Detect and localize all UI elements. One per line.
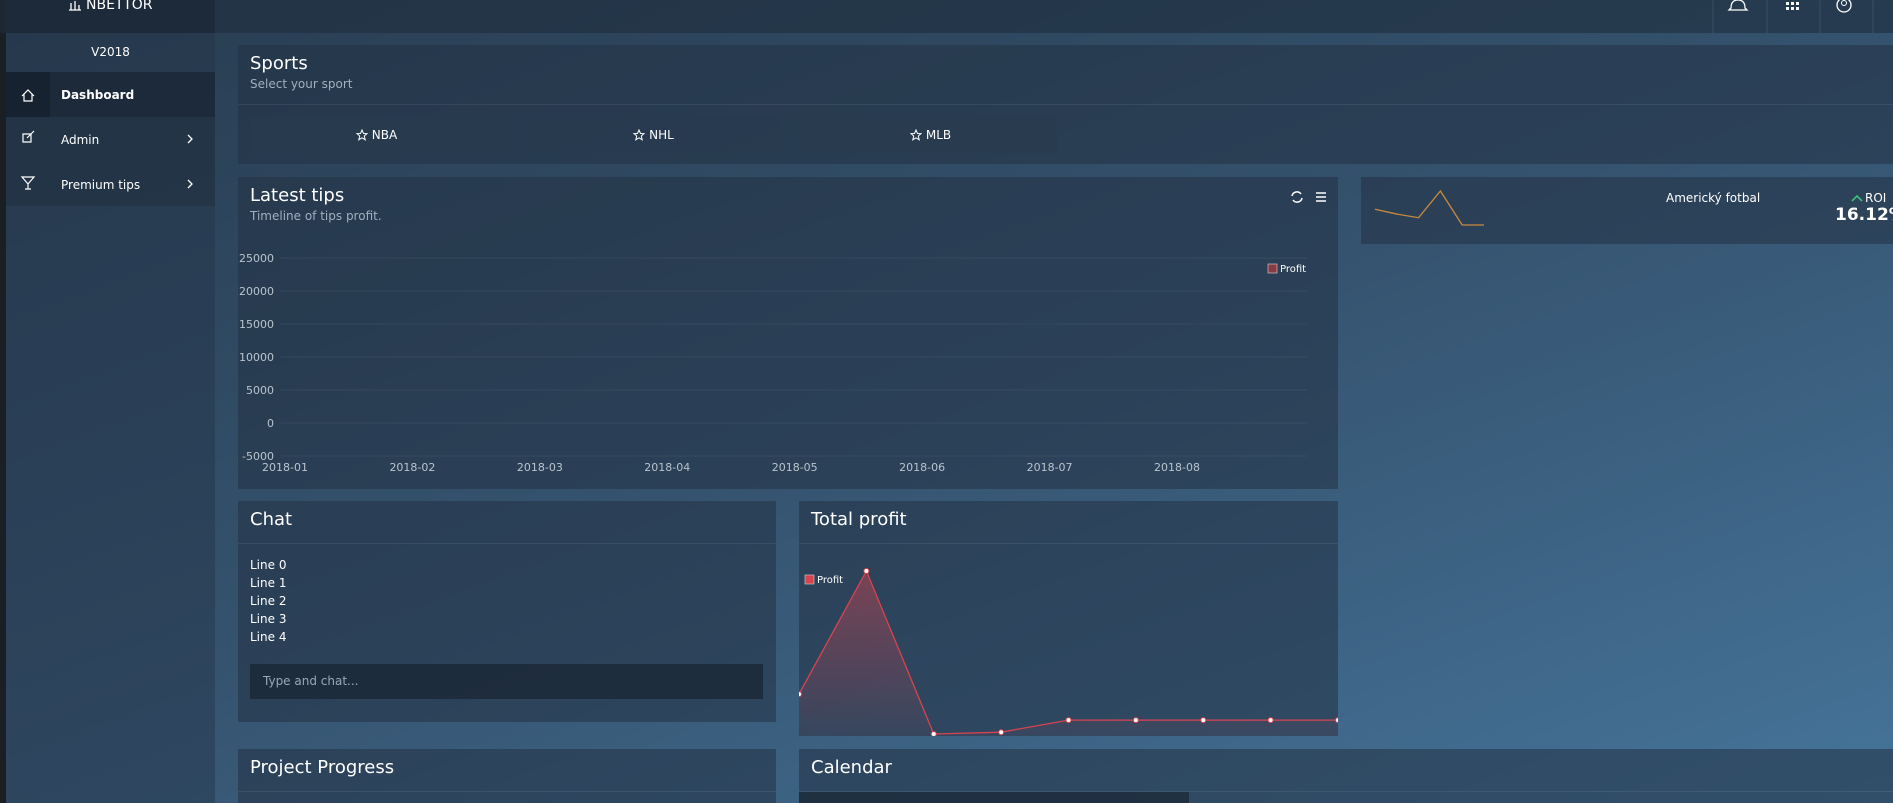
calendar-panel: Calendar — [799, 749, 1893, 803]
roi-sparkline — [1374, 189, 1484, 226]
roi-up-icon — [1851, 194, 1863, 202]
area — [799, 571, 1338, 736]
y-tick-label: 5000 — [246, 384, 274, 397]
point — [1132, 717, 1139, 724]
star-icon — [355, 129, 368, 141]
point — [1267, 717, 1274, 724]
chat-line: Line 0 — [250, 558, 287, 572]
menu-item[interactable]: Premium tips — [61, 178, 141, 192]
menu-icon-bg — [6, 72, 50, 117]
point — [799, 691, 802, 698]
edge-strip — [0, 0, 6, 803]
x-tick-label: 2018-03 — [517, 461, 563, 474]
brand-bar — [6, 0, 215, 33]
x-tick-label: 2018-02 — [389, 461, 435, 474]
panel-title: Total profit — [811, 509, 907, 530]
star — [633, 129, 646, 141]
top-icons — [1712, 0, 1874, 33]
menu-bg — [6, 117, 215, 206]
point — [1200, 717, 1207, 724]
legend-label: Profit — [1280, 264, 1306, 275]
calendar-toolbar — [799, 792, 1189, 803]
x-tick-label: 2018-01 — [262, 461, 308, 474]
menu-item[interactable]: Dashboard — [61, 88, 135, 102]
sport-label: NHL — [649, 128, 674, 142]
x-tick-label: 2018-05 — [772, 461, 818, 474]
y-tick-label: 20000 — [239, 285, 274, 298]
x-tick-label: 2018-04 — [644, 461, 690, 474]
sports-panel: Sports Select your sport NBA NHL MLB — [238, 45, 1893, 164]
star-icon — [909, 129, 922, 141]
chat-line: Line 2 — [250, 594, 287, 608]
roi-value: 16.12% — [1835, 205, 1893, 225]
chat-line: Line 1 — [250, 576, 287, 590]
divider — [238, 791, 776, 792]
sport-label: NBA — [371, 128, 398, 142]
menu-icons — [20, 89, 193, 190]
sport-button[interactable]: MLB — [804, 117, 1057, 153]
legend-swatch — [1267, 263, 1278, 274]
star — [909, 129, 922, 141]
y-tick-label: 25000 — [239, 252, 274, 265]
divider — [799, 791, 1893, 792]
panel-title: Project Progress — [250, 757, 395, 778]
sport-button[interactable]: NHL — [527, 117, 780, 153]
star — [355, 129, 368, 141]
sport-label: MLB — [925, 128, 952, 142]
y-tick-label: 10000 — [239, 351, 274, 364]
roi-label: ROI — [1865, 191, 1887, 205]
chat-panel: Chat Line 0 Line 1 Line 2 Line 3 Line 4 Type… — [238, 501, 776, 722]
star-icon — [633, 129, 646, 141]
x-tick-label: 2018-08 — [1154, 461, 1200, 474]
panel-subtitle: Select your sport — [250, 77, 353, 91]
x-tick-label: 2018-06 — [899, 461, 945, 474]
roi-sport: Americký fotbal — [1666, 191, 1761, 205]
y-tick-label: 15000 — [239, 318, 274, 331]
panel-subtitle: Timeline of tips profit. — [250, 209, 382, 223]
panel-title: Calendar — [811, 757, 892, 778]
chat-input[interactable]: Type and chat... — [250, 664, 763, 699]
chat-line: Line 3 — [250, 612, 287, 626]
x-tick-label: 2018-07 — [1027, 461, 1073, 474]
point — [998, 729, 1005, 736]
total-profit-chart: Profit — [799, 568, 1338, 736]
brand-icon — [69, 1, 81, 11]
legend-label: Profit — [817, 575, 843, 586]
panel-title: Chat — [250, 509, 293, 530]
brand: NBETTOR — [86, 0, 153, 13]
top-bar — [0, 0, 1893, 33]
sparkline — [1374, 189, 1484, 226]
latest-tips-panel: Latest tips Timeline of tips profit. — [238, 177, 1338, 489]
divider — [238, 104, 1893, 105]
menu-item[interactable]: Admin — [61, 133, 100, 147]
divider — [238, 543, 776, 544]
latest-tips-chart: -5000 0 5000 10000 15000 20000 25000 2018-01 201… — [239, 252, 1307, 474]
point — [863, 568, 870, 574]
point — [1065, 717, 1072, 724]
panel-tools[interactable] — [1290, 190, 1330, 204]
roi-card: Americký fotbal ROI 16.12% — [1361, 177, 1893, 244]
panel-title: Latest tips — [250, 185, 345, 206]
sport-button[interactable]: NBA — [250, 117, 503, 153]
chat-line: Line 4 — [250, 630, 287, 644]
divider — [799, 543, 1338, 544]
point — [1335, 717, 1338, 724]
panel-title: Sports — [250, 53, 308, 74]
y-tick-label: 0 — [267, 417, 274, 430]
version: V2018 — [91, 45, 130, 59]
legend-swatch — [804, 574, 815, 585]
y-tick-label: -5000 — [242, 450, 274, 463]
point — [930, 731, 937, 736]
project-progress-panel: Project Progress — [238, 749, 776, 803]
